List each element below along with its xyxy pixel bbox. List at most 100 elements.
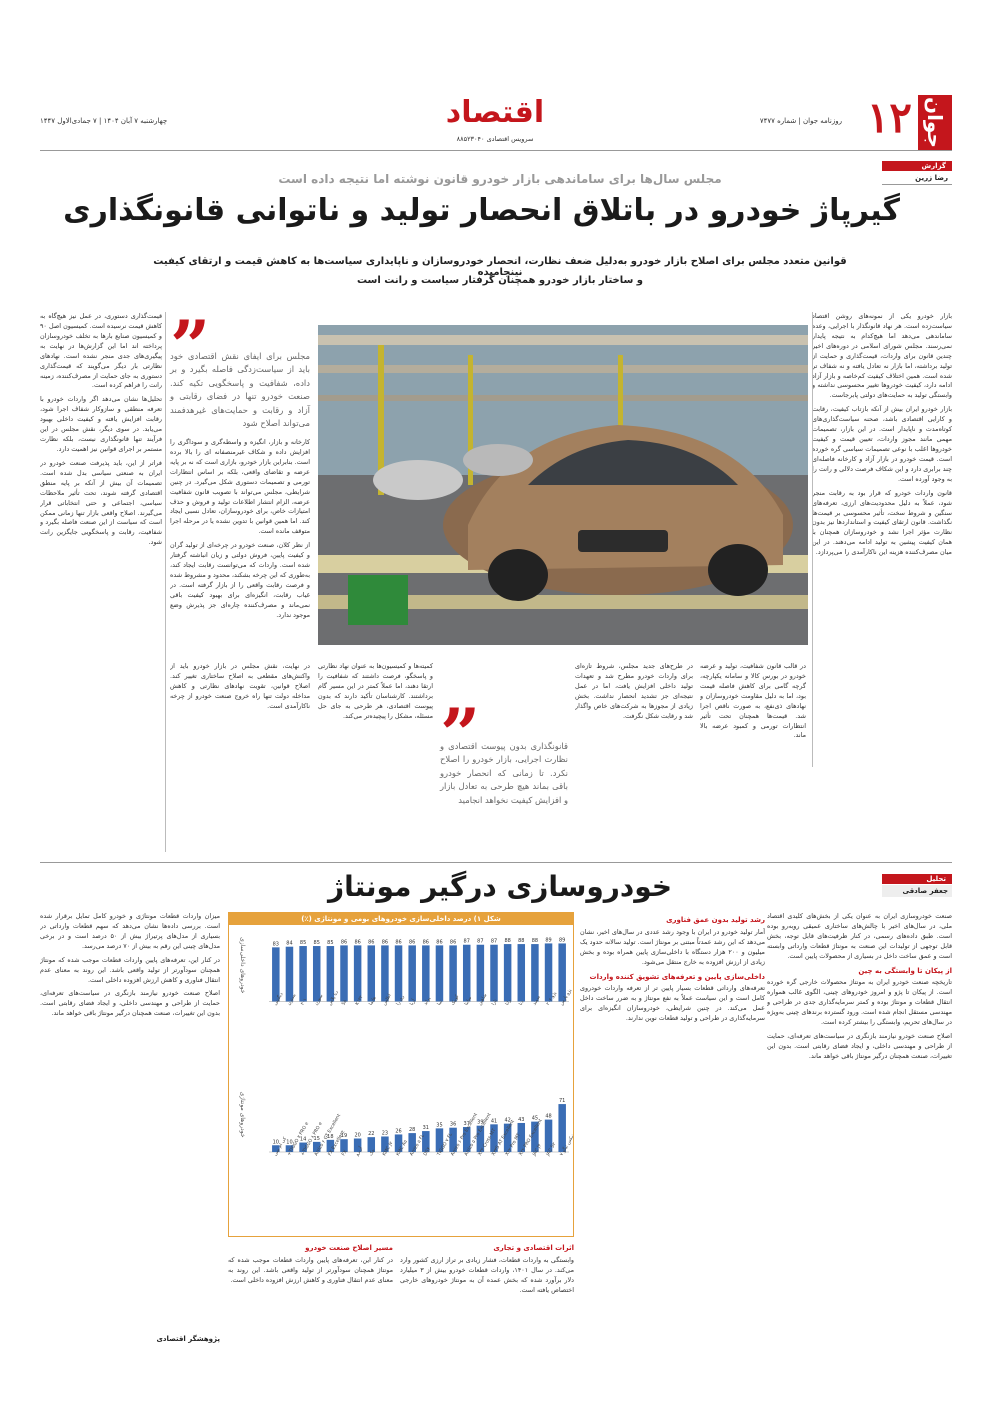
bottom-data-label: 39 [477, 1120, 483, 1126]
top-bar [449, 945, 457, 1002]
bottom-bar [503, 1123, 512, 1152]
paper-info: روزنامه جوان | شماره ۷۴۷۷ [759, 117, 842, 125]
top-category-label: سورن [314, 994, 324, 1007]
top-data-label: 87 [464, 939, 470, 945]
paragraph: تحلیل‌ها نشان می‌دهد اگر واردات خودرو با… [40, 395, 162, 453]
bottom-bar [340, 1139, 348, 1152]
top-data-label: 86 [368, 939, 374, 945]
paragraph: قانون واردات خودرو که قرار بود به رقابت … [812, 488, 952, 557]
top-category-label: اطلس [382, 993, 392, 1006]
top-bar [503, 944, 512, 1002]
chart-panel: شکل ۱) درصد داخلی‌سازی خودروهای بومی و م… [228, 912, 578, 1237]
bottom-data-label: 19 [341, 1133, 347, 1139]
paragraph: از نظر کلان، صنعت خودرو در چرخه‌ای از تو… [170, 541, 310, 619]
bottom-data-label: 10 [286, 1139, 292, 1145]
article1-col-midleft: کارخانه و بازار، انگیزه و واسطه‌گری و سو… [170, 438, 310, 768]
top-bar [381, 945, 389, 1002]
quote-2: قانونگذاری بدون پیوست اقتصادی و نظارت اج… [440, 741, 568, 805]
byline: پژوهشگر اقتصادی [156, 1335, 220, 1343]
top-category-label: ری را [396, 995, 406, 1007]
top-category-label: کوییک [450, 993, 461, 1007]
top-data-label: 86 [382, 939, 388, 945]
top-category-label: بسترن [287, 993, 298, 1006]
top-category-label: ساینا [464, 996, 473, 1007]
top-category-label: هایما [369, 996, 378, 1007]
top-bar [326, 946, 335, 1002]
top-bar [517, 944, 526, 1002]
section-title: اقتصاد [445, 95, 545, 130]
column-divider [812, 312, 813, 767]
bottom-category-label: آریزو [354, 1145, 365, 1158]
top-bar [544, 943, 553, 1002]
top-data-label: 89 [545, 937, 551, 943]
subheading: مسیر اصلاح صنعت خودرو [305, 1244, 393, 1252]
author-tag-label: گزارش [882, 161, 952, 171]
top-data-label: 87 [477, 939, 483, 945]
top-category-label: تارا [491, 998, 499, 1006]
date-info: چهارشنبه ۷ آبان ۱۴۰۴ | ۷ جمادی‌الاول ۱۴۴… [40, 117, 168, 125]
bottom-data-label: 48 [545, 1114, 551, 1120]
top-bar [353, 945, 362, 1002]
top-data-label: 88 [504, 938, 510, 944]
bottom-bar [299, 1142, 307, 1152]
top-data-label: 86 [450, 939, 456, 945]
bottom-data-label: 35 [436, 1122, 442, 1128]
paragraph: تعرفه‌های وارداتی قطعات بسیار پایین تر ا… [580, 984, 765, 1023]
article2-col-4: مسیر اصلاح صنعت خودرو در کنار این، تعرفه… [228, 1240, 393, 1345]
article1-title: گیرپاژ خودرو در باتلاق انحصار تولید و نا… [63, 193, 900, 228]
top-category-label: سمند [532, 995, 542, 1007]
top-category-label: K۱۳۲ [354, 994, 365, 1006]
top-data-label: 85 [314, 940, 320, 946]
bottom-data-label: 28 [409, 1127, 415, 1133]
article1-lead-1: قوانین متعدد مجلس برای اصلاح بازار خودرو… [153, 256, 847, 278]
bottom-bar [353, 1138, 362, 1152]
article1-col-left: قیمت‌گذاری دستوری، در عمل نیز هیچ‌گاه به… [40, 312, 162, 852]
bottom-data-label: 26 [395, 1128, 401, 1134]
column-divider [165, 312, 166, 852]
chart-title: شکل ۱) درصد داخلی‌سازی خودروهای بومی و م… [229, 913, 573, 925]
subheading: اثرات اقتصادی و تجاری [493, 1244, 574, 1252]
top-category-label: ۳۰۱ [300, 997, 309, 1006]
author-tag: گزارش رضا زرین [882, 153, 952, 185]
paragraph: فراتر از این، باید پذیرفت صنعت خودرو در … [40, 458, 162, 547]
top-bar [340, 945, 348, 1002]
top-data-label: 86 [395, 939, 401, 945]
bottom-bar [326, 1139, 335, 1152]
top-bar [367, 945, 376, 1002]
bottom-data-label: 18 [327, 1134, 333, 1140]
top-category-label: شاهین [478, 993, 489, 1007]
top-bar [408, 945, 416, 1002]
top-data-label: 83 [273, 941, 279, 947]
bottom-ylabel: خودروهای مونتاژی [239, 1091, 246, 1137]
top-bar [299, 946, 307, 1002]
top-bar [312, 946, 321, 1002]
bottom-data-label: 31 [423, 1125, 429, 1131]
bottom-bar [285, 1145, 294, 1152]
paragraph: کمیته‌ها و کمیسیون‌ها به عنوان نهاد نظار… [318, 662, 433, 720]
top-data-label: 86 [423, 939, 429, 945]
paragraph: در کنار این، تعرفه‌های پایین واردات قطعا… [40, 955, 220, 984]
article1-col-bottom-1: در قالب قانون شفافیت، تولید و عرضه خودرو… [700, 662, 806, 852]
top-ylabel: خودروهای داخلی‌سازی [239, 937, 246, 994]
bottom-data-label: 42 [504, 1118, 510, 1124]
bottom-bar [312, 1141, 321, 1152]
top-data-label: 86 [341, 939, 347, 945]
bottom-data-label: 37 [464, 1121, 470, 1127]
paragraph: بازار خودرو ایران بیش از آنکه بازتاب کیف… [812, 405, 952, 483]
subheading: از پیکان تا وابستگی به چین [858, 966, 952, 975]
bottom-bar [272, 1145, 280, 1152]
top-data-label: 89 [559, 937, 565, 943]
article1-photo [318, 325, 808, 645]
paragraph: صنعت خودروسازی ایران به عنوان یکی از بخش… [767, 912, 952, 960]
bottom-data-label: 71 [559, 1098, 565, 1104]
top-category-label: دنا [519, 1000, 526, 1007]
section-sub: سرویس اقتصادی ۸۸۵۲۳۰۴۰ [456, 135, 534, 143]
article2-author: جعفر صادقی [882, 885, 952, 897]
top-data-label: 85 [300, 940, 306, 946]
top-data-label: 85 [327, 940, 333, 946]
top-data-label: 88 [532, 938, 538, 944]
paragraph: اصلاح صنعت خودرو نیازمند بازنگری در سیاس… [767, 1032, 952, 1060]
article2-tag: تحلیل جعفر صادقی [882, 866, 952, 897]
bottom-bar [394, 1134, 403, 1152]
